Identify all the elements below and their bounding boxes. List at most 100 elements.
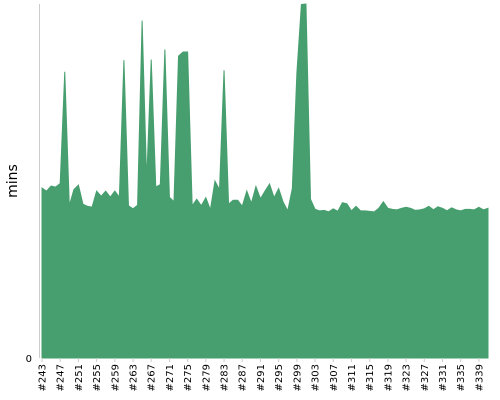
data-point bbox=[440, 206, 444, 210]
data-point bbox=[245, 189, 249, 193]
data-point bbox=[131, 207, 135, 211]
data-point bbox=[58, 182, 62, 186]
x-tick-label: #335 bbox=[456, 364, 467, 391]
series-area bbox=[41, 3, 489, 359]
data-point bbox=[413, 208, 417, 212]
data-point bbox=[445, 209, 449, 213]
data-point bbox=[154, 185, 158, 189]
data-point bbox=[427, 204, 431, 208]
data-point bbox=[459, 209, 463, 213]
data-point bbox=[145, 179, 149, 183]
data-point bbox=[54, 185, 58, 189]
data-point bbox=[172, 200, 176, 204]
data-point bbox=[263, 189, 267, 193]
data-point bbox=[400, 206, 404, 210]
data-point bbox=[409, 206, 413, 210]
data-point bbox=[258, 197, 262, 201]
data-point bbox=[222, 68, 226, 72]
data-point bbox=[195, 197, 199, 201]
data-point bbox=[359, 209, 363, 213]
x-tick-label: #315 bbox=[365, 364, 376, 391]
data-point bbox=[295, 71, 299, 75]
data-point bbox=[349, 209, 353, 213]
data-point bbox=[331, 207, 335, 211]
x-tick-label: #299 bbox=[292, 364, 303, 391]
data-point bbox=[472, 208, 476, 212]
x-tick-label: #287 bbox=[238, 364, 249, 391]
x-axis-ticks: #243 #247 #251 #255 #259 #263 #267 #271 #275 #279… bbox=[38, 358, 485, 391]
data-point bbox=[454, 208, 458, 212]
data-point bbox=[286, 209, 290, 213]
data-point bbox=[90, 205, 94, 209]
y-tick-label: 0 bbox=[26, 354, 32, 365]
data-point bbox=[49, 184, 53, 188]
data-point bbox=[340, 201, 344, 205]
data-point bbox=[345, 202, 349, 206]
data-point bbox=[113, 189, 117, 193]
data-point bbox=[40, 186, 44, 190]
data-point bbox=[45, 189, 49, 193]
data-point bbox=[104, 189, 108, 193]
data-point bbox=[240, 204, 244, 208]
x-tick-label: #283 bbox=[220, 364, 231, 391]
x-tick-label: #291 bbox=[256, 364, 267, 391]
data-point bbox=[281, 200, 285, 204]
data-point bbox=[231, 198, 235, 202]
data-point bbox=[272, 196, 276, 200]
x-tick-label: #243 bbox=[38, 364, 49, 391]
data-point bbox=[249, 201, 253, 205]
data-point bbox=[254, 185, 258, 189]
data-point bbox=[199, 204, 203, 208]
data-point bbox=[313, 207, 317, 211]
data-point bbox=[81, 202, 85, 206]
data-point bbox=[390, 207, 394, 211]
data-point bbox=[450, 206, 454, 210]
x-tick-label: #275 bbox=[183, 364, 194, 391]
data-point bbox=[463, 207, 467, 211]
x-tick-label: #327 bbox=[420, 364, 431, 391]
x-tick-label: #323 bbox=[402, 364, 413, 391]
data-point bbox=[227, 202, 231, 206]
x-tick-label: #247 bbox=[56, 364, 67, 391]
x-tick-label: #263 bbox=[129, 364, 140, 391]
y-axis-ticks: 0 bbox=[26, 354, 32, 365]
data-point bbox=[468, 207, 472, 211]
data-point bbox=[236, 198, 240, 202]
x-tick-label: #319 bbox=[383, 364, 394, 391]
data-point bbox=[354, 204, 358, 208]
data-point bbox=[76, 183, 80, 187]
data-point bbox=[217, 188, 221, 192]
x-tick-label: #311 bbox=[347, 364, 358, 391]
data-point bbox=[163, 48, 167, 52]
data-point bbox=[99, 194, 103, 198]
x-tick-label: #303 bbox=[311, 364, 322, 391]
data-point bbox=[431, 208, 435, 212]
x-tick-label: #307 bbox=[329, 364, 340, 391]
x-tick-label: #271 bbox=[165, 364, 176, 391]
data-point bbox=[213, 179, 217, 183]
data-point bbox=[304, 2, 308, 6]
x-tick-label: #295 bbox=[274, 364, 285, 391]
data-point bbox=[486, 206, 490, 210]
data-point bbox=[363, 209, 367, 213]
data-point bbox=[208, 208, 212, 212]
data-point bbox=[177, 54, 181, 58]
data-point bbox=[372, 210, 376, 214]
data-point bbox=[140, 19, 144, 23]
data-point bbox=[167, 195, 171, 199]
data-point bbox=[117, 195, 121, 199]
data-point bbox=[67, 204, 71, 208]
data-point bbox=[277, 187, 281, 191]
x-tick-label: #251 bbox=[74, 364, 85, 391]
data-point bbox=[318, 209, 322, 213]
data-point bbox=[181, 50, 185, 54]
data-point bbox=[322, 208, 326, 212]
data-point bbox=[190, 204, 194, 208]
data-point bbox=[108, 195, 112, 199]
data-point bbox=[381, 200, 385, 204]
data-point bbox=[204, 196, 208, 200]
x-tick-label: #331 bbox=[438, 364, 449, 391]
data-point bbox=[95, 189, 99, 193]
data-point bbox=[327, 210, 331, 214]
data-point bbox=[395, 208, 399, 212]
